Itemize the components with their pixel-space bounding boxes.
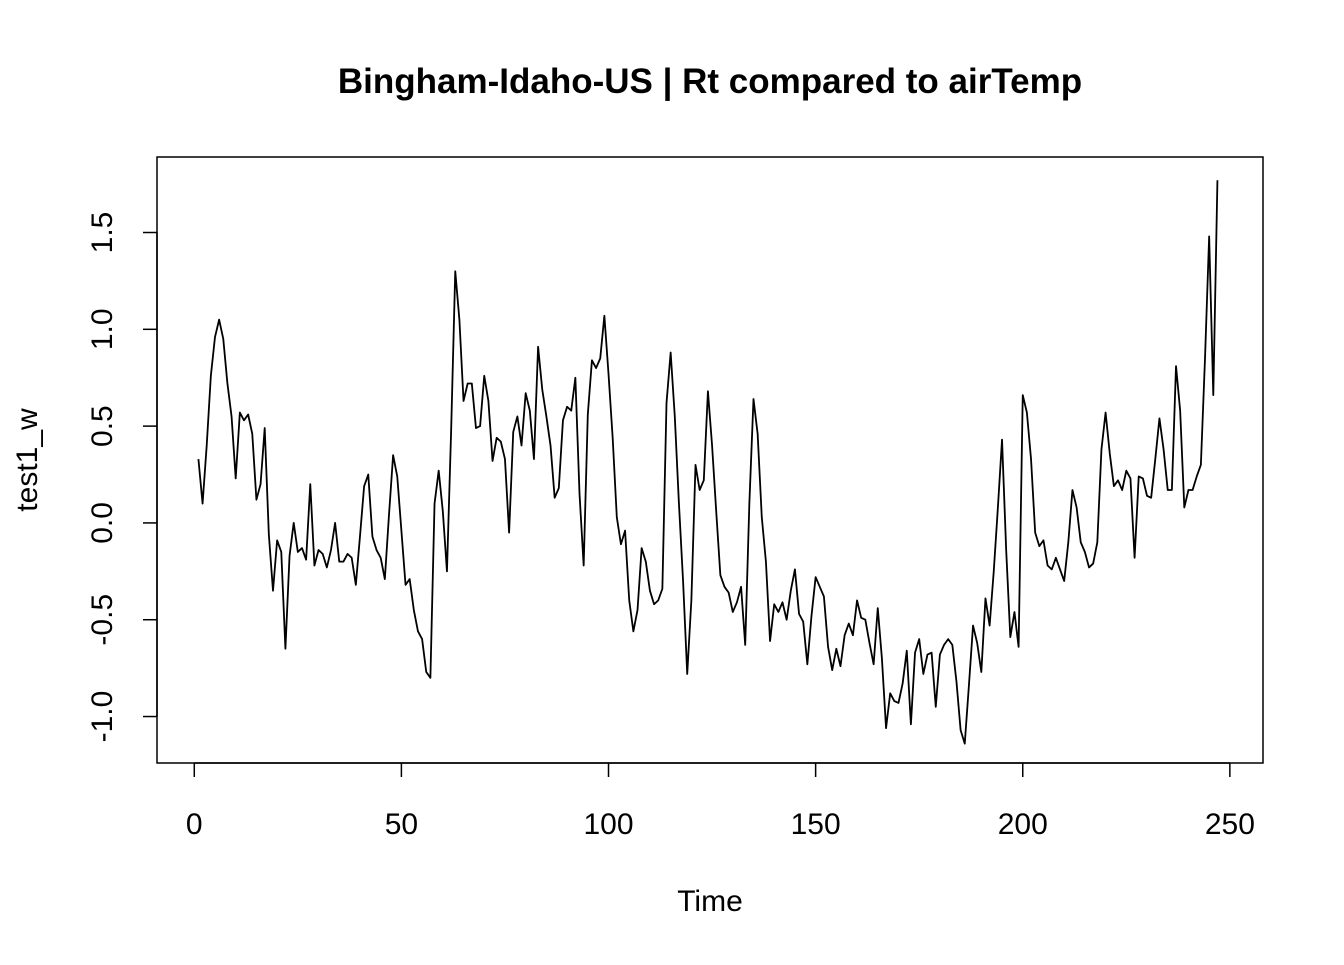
chart-title: Bingham-Idaho-US | Rt compared to airTem… [338, 62, 1082, 101]
y-axis: -1.0 -0.5 0.0 0.5 1.0 1.5 [86, 212, 158, 743]
x-tick-label: 0 [186, 808, 203, 841]
y-tick-label: -0.5 [86, 594, 119, 646]
x-tick-label: 200 [998, 808, 1048, 841]
y-tick-label: 1.0 [86, 308, 119, 350]
x-tick-label: 150 [791, 808, 841, 841]
y-axis-label: test1_w [11, 408, 44, 512]
y-tick-label: 1.5 [86, 212, 119, 254]
x-tick-label: 250 [1205, 808, 1255, 841]
x-tick-label: 50 [385, 808, 418, 841]
y-tick-label: -1.0 [86, 691, 119, 743]
x-axis: 0 50 100 150 200 250 [186, 762, 1255, 841]
x-tick-label: 100 [583, 808, 633, 841]
x-axis-label: Time [677, 885, 743, 918]
y-tick-label: 0.5 [86, 405, 119, 447]
y-tick-label: 0.0 [86, 502, 119, 544]
series-line [197, 180, 1219, 745]
series-layer [197, 180, 1219, 745]
